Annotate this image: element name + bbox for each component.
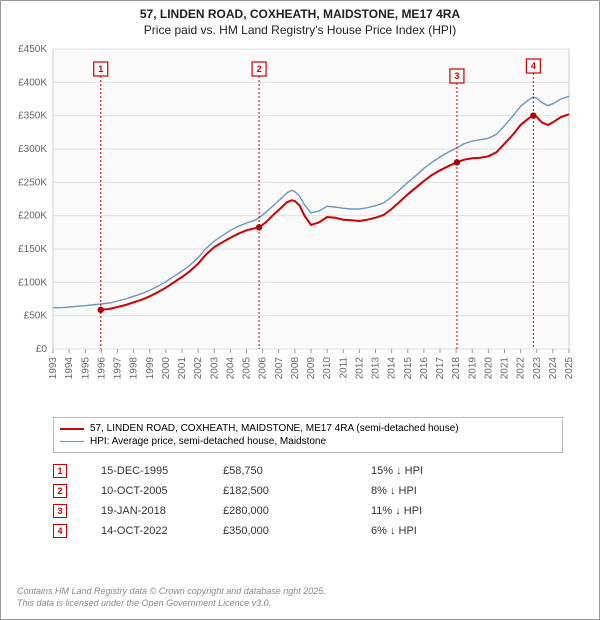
sale-point: [454, 159, 460, 165]
sale-badge: 2: [53, 484, 67, 498]
sale-row: 3 19-JAN-2018 £280,000 11% ↓ HPI: [53, 501, 563, 521]
sale-marker-number: 2: [257, 64, 262, 74]
y-axis-label: £200K: [18, 211, 47, 222]
chart-subtitle: Price paid vs. HM Land Registry's House …: [5, 23, 595, 37]
sale-price: £280,000: [223, 505, 363, 517]
x-axis-label: 2016: [419, 357, 430, 380]
sale-marker-number: 1: [98, 64, 103, 74]
x-axis-label: 2009: [306, 357, 317, 380]
y-axis-label: £250K: [18, 177, 47, 188]
x-axis-label: 1998: [129, 357, 140, 380]
sale-price: £58,750: [223, 465, 363, 477]
x-axis-label: 2023: [532, 357, 543, 380]
sale-point: [256, 224, 262, 230]
x-axis-label: 1999: [145, 357, 156, 380]
x-axis-label: 2004: [225, 357, 236, 380]
legend-label-hpi: HPI: Average price, semi-detached house,…: [90, 436, 326, 447]
chart-title-address: 57, LINDEN ROAD, COXHEATH, MAIDSTONE, ME…: [5, 7, 595, 21]
x-axis-label: 2013: [371, 357, 382, 380]
y-axis-label: £400K: [18, 77, 47, 88]
legend-swatch-property: [60, 428, 84, 430]
x-axis-label: 2007: [274, 357, 285, 380]
footnote-line2: This data is licensed under the Open Gov…: [17, 597, 326, 609]
sale-row: 4 14-OCT-2022 £350,000 6% ↓ HPI: [53, 521, 563, 541]
sale-date: 15-DEC-1995: [75, 465, 215, 477]
x-axis-label: 2024: [548, 357, 559, 380]
x-axis-label: 2022: [516, 357, 527, 380]
x-axis-label: 2006: [258, 357, 269, 380]
legend-swatch-hpi: [60, 441, 84, 442]
sale-point: [530, 112, 536, 118]
x-axis-label: 2012: [354, 357, 365, 380]
chart-legend: 57, LINDEN ROAD, COXHEATH, MAIDSTONE, ME…: [53, 417, 563, 453]
footnote-line1: Contains HM Land Registry data © Crown c…: [17, 585, 326, 597]
chart-titles: 57, LINDEN ROAD, COXHEATH, MAIDSTONE, ME…: [1, 1, 599, 39]
sale-diff-vs-hpi: 8% ↓ HPI: [371, 485, 491, 497]
x-axis-label: 1997: [113, 357, 124, 380]
footnote: Contains HM Land Registry data © Crown c…: [17, 585, 326, 609]
sale-marker-number: 4: [531, 61, 536, 71]
x-axis-label: 1993: [48, 357, 59, 380]
x-axis-label: 2021: [500, 357, 511, 380]
sale-row: 2 10-OCT-2005 £182,500 8% ↓ HPI: [53, 481, 563, 501]
x-axis-label: 2008: [290, 357, 301, 380]
x-axis-label: 2014: [387, 357, 398, 380]
y-axis-label: £50K: [24, 311, 48, 322]
x-axis-label: 2018: [451, 357, 462, 380]
legend-item-hpi: HPI: Average price, semi-detached house,…: [60, 435, 556, 448]
sale-date: 19-JAN-2018: [75, 505, 215, 517]
x-axis-label: 1996: [96, 357, 107, 380]
x-axis-label: 2002: [193, 357, 204, 380]
x-axis-label: 2005: [242, 357, 253, 380]
sale-price: £350,000: [223, 525, 363, 537]
x-axis-label: 2010: [322, 357, 333, 380]
legend-label-property: 57, LINDEN ROAD, COXHEATH, MAIDSTONE, ME…: [90, 423, 459, 434]
sale-badge: 1: [53, 464, 67, 478]
x-axis-label: 2019: [467, 357, 478, 380]
x-axis-label: 2017: [435, 357, 446, 380]
y-axis-label: £300K: [18, 144, 47, 155]
sale-badge: 3: [53, 504, 67, 518]
sale-row: 1 15-DEC-1995 £58,750 15% ↓ HPI: [53, 461, 563, 481]
x-axis-label: 1995: [80, 357, 91, 380]
chart-container: 57, LINDEN ROAD, COXHEATH, MAIDSTONE, ME…: [0, 0, 600, 620]
sale-marker-number: 3: [454, 71, 459, 81]
sale-diff-vs-hpi: 11% ↓ HPI: [371, 505, 491, 517]
x-axis-label: 2000: [161, 357, 172, 380]
y-axis-label: £350K: [18, 111, 47, 122]
y-axis-label: £0: [36, 344, 48, 355]
sale-date: 14-OCT-2022: [75, 525, 215, 537]
legend-item-property: 57, LINDEN ROAD, COXHEATH, MAIDSTONE, ME…: [60, 422, 556, 435]
sale-price: £182,500: [223, 485, 363, 497]
sales-table: 1 15-DEC-1995 £58,750 15% ↓ HPI 2 10-OCT-2005…: [53, 461, 563, 541]
sale-diff-vs-hpi: 6% ↓ HPI: [371, 525, 491, 537]
sale-badge: 4: [53, 524, 67, 538]
x-axis-label: 1994: [64, 357, 75, 380]
y-axis-label: £100K: [18, 277, 47, 288]
x-axis-label: 2011: [338, 357, 349, 379]
y-axis-label: £150K: [18, 244, 47, 255]
y-axis-label: £450K: [18, 44, 47, 55]
x-axis-label: 2001: [177, 357, 188, 380]
sale-point: [98, 307, 104, 313]
sale-diff-vs-hpi: 15% ↓ HPI: [371, 465, 491, 477]
x-axis-label: 2015: [403, 357, 414, 380]
price-chart: £0 £50K £100K £150K £200K £250K £300K £350K £400…: [1, 43, 600, 413]
x-axis-label: 2003: [209, 357, 220, 380]
sale-date: 10-OCT-2005: [75, 485, 215, 497]
x-axis-label: 2020: [483, 357, 494, 380]
x-axis-label: 2025: [564, 357, 575, 380]
